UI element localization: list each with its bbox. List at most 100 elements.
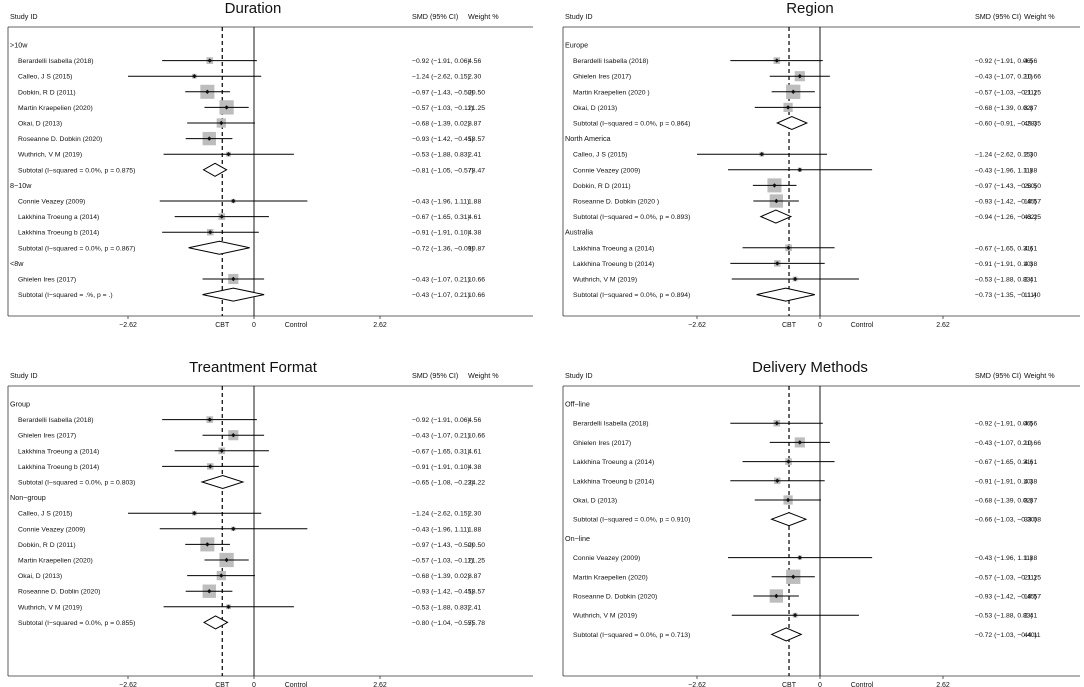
- subtotal-diamond: [776, 115, 809, 131]
- study-weight: 4.56: [468, 417, 481, 424]
- study-label: Martin Kraepelien (2020): [18, 558, 93, 565]
- study-weight: 10.66: [1024, 74, 1041, 81]
- point-estimate: [226, 152, 231, 157]
- study-weight: 2.30: [468, 511, 481, 518]
- study-label: Lakkhina Troeung a (2014): [573, 245, 654, 252]
- point-estimate: [772, 183, 777, 188]
- x-tick-label: 2.62: [936, 682, 950, 687]
- column-header-weight: Weight %: [1024, 371, 1055, 380]
- study-smd-ci: −0.93 (−1.42, −0.45): [975, 594, 1037, 601]
- forest-panel-1: Region Study ID SMD (95% CI) Weight % Europe…: [562, 0, 1080, 329]
- subtotal-weight: 44.11: [1024, 632, 1041, 639]
- forest-panel-3: Delivery Methods Study ID SMD (95% CI) Weig…: [562, 359, 1080, 687]
- column-header-smd: SMD (95% CI): [412, 371, 458, 380]
- study-weight: 18.57: [1024, 594, 1041, 601]
- column-header-weight: Weight %: [1024, 12, 1055, 21]
- study-weight: 1.88: [1024, 555, 1037, 562]
- study-label: Dobkin, R D (2011): [18, 89, 76, 96]
- subtotal-label: Subtotal (I−squared = 0.0%, p = 0.713): [573, 632, 690, 639]
- study-weight: 20.50: [468, 89, 485, 96]
- study-weight: 8.87: [1024, 105, 1037, 112]
- study-weight: 1.88: [468, 526, 481, 533]
- axis-label-control: Control: [285, 322, 308, 329]
- subtotal-smd-ci: −0.72 (−1.03, −0.40): [975, 632, 1037, 639]
- subtotal-weight: 10.66: [468, 292, 485, 299]
- study-smd-ci: −0.57 (−1.03, −0.11): [975, 89, 1036, 96]
- axis-label-cbt: CBT: [782, 682, 797, 687]
- study-smd-ci: −0.67 (−1.65, 0.31): [412, 448, 470, 455]
- study-label: Martin Kraepelien (2020 ): [573, 89, 650, 96]
- subtotal-weight: 10.87: [468, 245, 485, 252]
- axis-label-cbt: CBT: [215, 322, 230, 329]
- study-weight: 10.66: [1024, 440, 1041, 447]
- x-tick-label: 0: [818, 682, 822, 687]
- study-weight: 4.38: [1024, 261, 1037, 268]
- study-weight: 4.56: [1024, 421, 1037, 428]
- point-estimate: [775, 478, 780, 483]
- study-weight: 4.38: [1024, 478, 1037, 485]
- study-smd-ci: −0.91 (−1.91, 0.10): [975, 478, 1033, 485]
- study-weight: 18.57: [1024, 199, 1041, 206]
- point-estimate: [785, 497, 791, 503]
- study-smd-ci: −0.67 (−1.65, 0.31): [975, 245, 1033, 252]
- subtotal-weight: 11.40: [1024, 292, 1041, 299]
- subgroup-label: Off−line: [565, 400, 590, 409]
- subtotal-diamond: [759, 209, 793, 224]
- subgroup-label: 8−10w: [10, 181, 32, 190]
- study-label: Ghielen Ires (2017): [573, 74, 631, 81]
- point-estimate: [774, 58, 780, 63]
- subtotal-smd-ci: −0.66 (−1.03, −0.30): [975, 517, 1037, 524]
- study-smd-ci: −0.43 (−1.07, 0.21): [975, 440, 1033, 447]
- study-label: Berardelli Isabella (2018): [573, 58, 649, 65]
- subtotal-label: Subtotal (I−squared = 0.0%, p = 0.803): [18, 480, 135, 487]
- study-weight: 4.56: [1024, 58, 1037, 65]
- x-tick-label: 0: [818, 322, 822, 329]
- study-smd-ci: −0.67 (−1.65, 0.31): [975, 459, 1033, 466]
- point-estimate: [791, 574, 796, 579]
- study-smd-ci: −0.57 (−1.03, −0.11): [412, 558, 473, 565]
- study-weight: 10.66: [468, 433, 485, 440]
- point-estimate: [192, 511, 197, 516]
- point-estimate: [797, 167, 803, 172]
- subtotal-label: Subtotal (I−squared = 0.0%, p = 0.864): [573, 121, 690, 128]
- study-weight: 8.87: [468, 121, 481, 128]
- forest-panel-2: Treantment Format Study ID SMD (95% CI) Wei…: [7, 359, 533, 687]
- study-label: Lakkhina Troeung a (2014): [18, 214, 99, 221]
- study-label: Okai, D (2013): [18, 121, 62, 128]
- axis-label-cbt: CBT: [215, 682, 230, 687]
- study-label: Roseanne D. Dobkin (2020): [18, 136, 102, 143]
- study-smd-ci: −0.97 (−1.43, −0.50): [412, 89, 474, 96]
- study-weight: 21.25: [1024, 574, 1041, 581]
- point-estimate: [219, 573, 224, 578]
- subtotal-smd-ci: −0.65 (−1.08, −0.23): [412, 480, 474, 487]
- x-tick-label: 0: [252, 322, 256, 329]
- study-smd-ci: −0.53 (−1.88, 0.83): [412, 152, 470, 159]
- point-estimate: [205, 542, 210, 547]
- study-smd-ci: −1.24 (−2.62, 0.15): [412, 74, 470, 81]
- study-label: Okai, D (2013): [573, 105, 617, 112]
- study-label: Ghielen Ires (2017): [573, 440, 631, 447]
- point-estimate: [797, 74, 803, 79]
- point-estimate: [207, 417, 212, 422]
- point-estimate: [797, 440, 803, 445]
- point-estimate: [785, 105, 791, 110]
- study-weight: 2.41: [1024, 613, 1037, 620]
- axis-label-control: Control: [851, 322, 874, 329]
- study-smd-ci: −0.93 (−1.42, −0.45): [412, 136, 474, 143]
- study-smd-ci: −0.92 (−1.91, 0.06): [412, 58, 470, 65]
- point-estimate: [207, 136, 212, 141]
- subtotal-smd-ci: −0.73 (−1.35, −0.11): [975, 292, 1036, 299]
- subtotal-label: Subtotal (I−squared = 0.0%, p = 0.893): [573, 214, 690, 221]
- study-weight: 20.50: [468, 542, 485, 549]
- study-label: Okai, D (2013): [18, 573, 62, 580]
- study-label: Martin Kraepelien (2020): [573, 574, 648, 581]
- study-smd-ci: −0.43 (−1.07, 0.21): [412, 433, 470, 440]
- subtotal-weight: 24.22: [468, 480, 485, 487]
- panel-title: Treantment Format: [189, 359, 318, 376]
- study-smd-ci: −0.97 (−1.43, −0.50): [975, 183, 1037, 190]
- study-smd-ci: −0.43 (−1.96, 1.11): [412, 199, 469, 206]
- subtotal-label: Subtotal (I−squared = 0.0%, p = 0.894): [573, 292, 690, 299]
- point-estimate: [205, 89, 210, 94]
- column-header-smd: SMD (95% CI): [975, 12, 1021, 21]
- study-smd-ci: −0.93 (−1.42, −0.45): [975, 199, 1037, 206]
